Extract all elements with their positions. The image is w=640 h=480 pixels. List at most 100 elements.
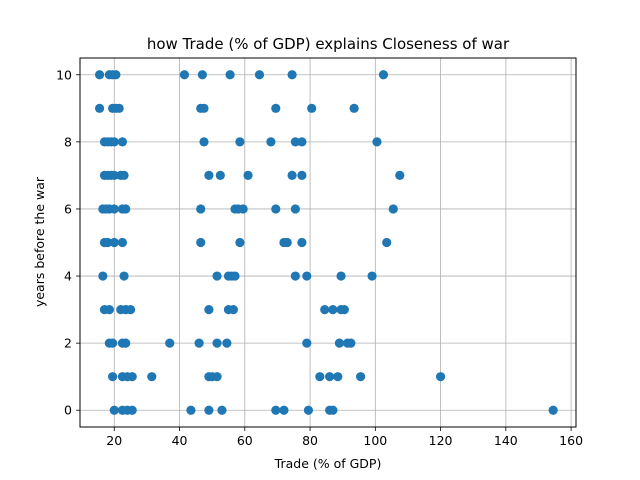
data-point [315,372,325,382]
data-point [194,338,204,348]
data-point [320,304,330,315]
data-point [282,237,292,248]
points-layer [94,70,558,415]
data-point [290,204,300,214]
data-point [212,271,222,281]
data-point [222,338,232,348]
data-point [346,338,356,348]
data-point [109,170,119,181]
data-point [186,405,196,415]
data-point [147,372,157,382]
data-point [325,372,335,382]
data-point [94,70,105,80]
data-point [266,137,276,147]
data-point [109,204,119,214]
data-point [235,237,245,248]
data-point [108,372,118,382]
data-point [339,304,349,315]
data-point [225,70,235,80]
data-point [127,372,137,382]
data-point [235,137,245,147]
data-point [127,405,137,415]
data-point [271,204,281,214]
data-point [302,271,312,281]
data-point [212,338,222,348]
data-point [548,405,558,415]
data-point [125,304,136,315]
data-point [165,338,175,348]
data-point [212,372,222,382]
y-axis-label: years before the war [32,176,47,307]
data-point [302,338,312,348]
data-point [297,237,307,248]
data-point [197,70,207,80]
x-tick-label: 80 [302,433,318,448]
data-point [238,204,248,214]
data-point [114,103,124,113]
data-point [117,237,128,248]
data-point [328,304,338,315]
data-point [121,204,131,214]
data-point [290,137,300,147]
data-point [204,405,214,415]
data-point [109,137,119,147]
data-point [217,405,227,415]
data-point [243,170,253,181]
data-point [336,271,346,281]
y-tick-label: 10 [56,67,72,82]
data-point [179,70,190,80]
ticks-layer: 20 40 60 80 100 120 140 160 0 2 4 6 8 10 [56,67,583,448]
data-point [287,170,297,181]
data-point [279,405,289,415]
data-point [254,70,265,80]
data-point [199,103,209,113]
data-point [196,237,206,248]
data-point [109,237,119,248]
data-point [119,170,129,181]
data-point [119,271,129,281]
data-point [395,170,405,181]
data-point [199,137,209,147]
x-tick-label: 160 [559,433,583,448]
x-tick-label: 140 [494,433,518,448]
data-point [271,405,281,415]
x-tick-label: 120 [429,433,453,448]
y-tick-label: 2 [64,336,72,351]
data-point [378,70,389,80]
data-point [328,405,338,415]
data-point [290,271,300,281]
data-point [204,304,214,315]
y-tick-label: 6 [64,201,72,216]
x-axis-label: Trade (% of GDP) [274,456,382,471]
data-point [303,405,314,415]
data-point [117,137,128,147]
x-tick-label: 40 [172,433,188,448]
data-point [230,271,240,281]
data-point [334,338,345,348]
data-point [388,204,398,214]
plot-frame [79,57,577,428]
data-point [382,237,392,248]
grid-layer [80,58,576,427]
data-point [271,103,281,113]
data-point [228,304,238,315]
data-point [109,405,119,415]
data-point [111,70,121,80]
data-point [103,237,113,248]
data-point [367,271,377,281]
data-point [215,170,225,181]
data-point [297,137,307,147]
x-tick-label: 60 [237,433,253,448]
x-tick-label: 100 [363,433,387,448]
data-point [287,70,297,80]
data-point [435,372,446,382]
x-tick-label: 20 [106,433,122,448]
data-point [307,103,317,113]
data-point [104,304,114,315]
data-point [297,170,307,181]
data-point [108,338,118,348]
data-point [121,338,131,348]
y-tick-label: 0 [64,403,72,418]
